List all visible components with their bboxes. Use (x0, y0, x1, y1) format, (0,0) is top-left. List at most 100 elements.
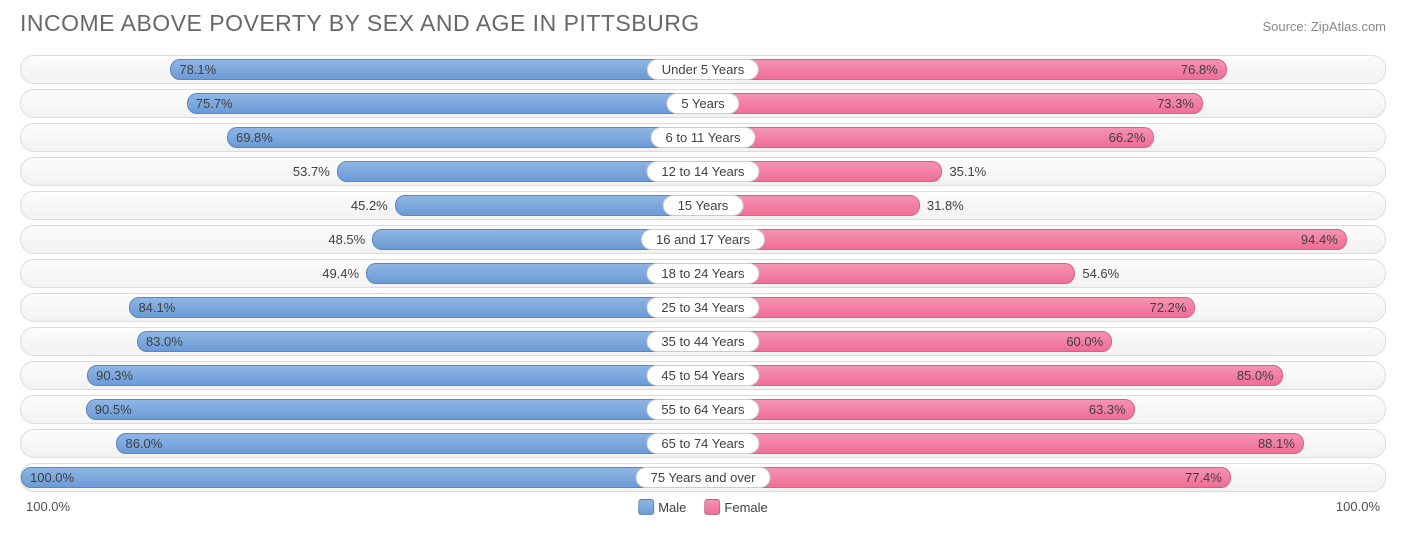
male-bar: 90.5% (86, 399, 703, 420)
male-half: 69.8% (21, 124, 703, 151)
male-half: 90.5% (21, 396, 703, 423)
category-label: 5 Years (666, 93, 739, 114)
female-value: 72.2% (1142, 300, 1195, 315)
female-value: 35.1% (941, 164, 994, 179)
male-value: 78.1% (171, 62, 224, 77)
female-value: 63.3% (1081, 402, 1134, 417)
male-half: 90.3% (21, 362, 703, 389)
male-half: 53.7% (21, 158, 703, 185)
female-bar: 76.8% (703, 59, 1227, 80)
female-bar: 88.1% (703, 433, 1304, 454)
female-half: 88.1% (703, 430, 1385, 457)
female-swatch-icon (704, 499, 720, 515)
female-value: 31.8% (919, 198, 972, 213)
female-half: 72.2% (703, 294, 1385, 321)
chart-source: Source: ZipAtlas.com (1262, 19, 1386, 34)
male-bar: 90.3% (87, 365, 703, 386)
male-half: 49.4% (21, 260, 703, 287)
female-value: 73.3% (1149, 96, 1202, 111)
male-half: 78.1% (21, 56, 703, 83)
female-value: 94.4% (1293, 232, 1346, 247)
chart-row: 86.0% 88.1% 65 to 74 Years (20, 429, 1386, 458)
chart-row: 78.1% 76.8% Under 5 Years (20, 55, 1386, 84)
male-value: 86.0% (117, 436, 170, 451)
chart-row: 83.0% 60.0%35 to 44 Years (20, 327, 1386, 356)
male-half: 84.1% (21, 294, 703, 321)
male-bar: 86.0% (116, 433, 703, 454)
female-value: 88.1% (1250, 436, 1303, 451)
male-value: 84.1% (130, 300, 183, 315)
legend-male-label: Male (658, 500, 686, 515)
category-label: 15 Years (663, 195, 744, 216)
female-half: 66.2% (703, 124, 1385, 151)
male-bar: 78.1% (170, 59, 703, 80)
chart-row: 90.5% 63.3% 55 to 64 Years (20, 395, 1386, 424)
female-half: 77.4% (703, 464, 1385, 491)
legend-female: Female (704, 499, 767, 515)
chart-row: 90.3% 85.0% 45 to 54 Years (20, 361, 1386, 390)
chart-row: 48.5% 94.4% 16 and 17 Years (20, 225, 1386, 254)
category-label: 55 to 64 Years (646, 399, 759, 420)
female-value: 66.2% (1101, 130, 1154, 145)
category-label: 6 to 11 Years (651, 127, 756, 148)
chart-row: 53.7%35.1%12 to 14 Years (20, 157, 1386, 186)
male-bar: 100.0% (21, 467, 703, 488)
chart-row: 75.7% 73.3% 5 Years (20, 89, 1386, 118)
chart-row: 45.2% 31.8% 15 Years (20, 191, 1386, 220)
male-bar: 75.7% (187, 93, 703, 114)
chart-row: 69.8% 66.2% 6 to 11 Years (20, 123, 1386, 152)
male-value: 90.3% (88, 368, 141, 383)
male-half: 83.0% (21, 328, 703, 355)
category-label: 18 to 24 Years (646, 263, 759, 284)
female-half: 73.3% (703, 90, 1385, 117)
category-label: Under 5 Years (647, 59, 759, 80)
female-half: 60.0% (703, 328, 1385, 355)
male-half: 100.0% (21, 464, 703, 491)
female-half: 35.1% (703, 158, 1385, 185)
category-label: 16 and 17 Years (641, 229, 765, 250)
female-value: 85.0% (1229, 368, 1282, 383)
female-value: 76.8% (1173, 62, 1226, 77)
category-label: 25 to 34 Years (646, 297, 759, 318)
category-label: 65 to 74 Years (646, 433, 759, 454)
female-half: 85.0% (703, 362, 1385, 389)
category-label: 45 to 54 Years (646, 365, 759, 386)
chart-row: 100.0%77.4%75 Years and over (20, 463, 1386, 492)
axis-left-label: 100.0% (26, 499, 70, 514)
male-bar: 84.1% (129, 297, 703, 318)
legend: Male Female (638, 499, 768, 515)
chart-title: INCOME ABOVE POVERTY BY SEX AND AGE IN P… (20, 10, 700, 37)
male-value: 49.4% (314, 266, 367, 281)
female-bar: 60.0% (703, 331, 1112, 352)
category-label: 35 to 44 Years (646, 331, 759, 352)
male-value: 53.7% (285, 164, 338, 179)
female-half: 76.8% (703, 56, 1385, 83)
diverging-bar-chart: 78.1% 76.8% Under 5 Years 75.7% 73.3% 5 Years… (20, 55, 1386, 492)
chart-row: 49.4% 54.6% 18 to 24 Years (20, 259, 1386, 288)
male-value: 45.2% (343, 198, 396, 213)
female-bar: 66.2% (703, 127, 1154, 148)
male-swatch-icon (638, 499, 654, 515)
category-label: 75 Years and over (636, 467, 771, 488)
female-bar: 63.3% (703, 399, 1135, 420)
female-half: 63.3% (703, 396, 1385, 423)
male-bar: 69.8% (227, 127, 703, 148)
chart-row: 84.1% 72.2% 25 to 34 Years (20, 293, 1386, 322)
male-value: 75.7% (188, 96, 241, 111)
female-value: 54.6% (1074, 266, 1127, 281)
legend-female-label: Female (724, 500, 767, 515)
female-bar: 72.2% (703, 297, 1195, 318)
male-half: 48.5% (21, 226, 703, 253)
axis-right-label: 100.0% (1336, 499, 1380, 514)
female-bar: 77.4% (703, 467, 1231, 488)
male-value: 48.5% (320, 232, 373, 247)
x-axis: 100.0% Male Female 100.0% (20, 497, 1386, 514)
female-half: 54.6% (703, 260, 1385, 287)
male-value: 83.0% (138, 334, 191, 349)
male-half: 45.2% (21, 192, 703, 219)
female-half: 31.8% (703, 192, 1385, 219)
male-half: 86.0% (21, 430, 703, 457)
male-value: 69.8% (228, 130, 281, 145)
legend-male: Male (638, 499, 686, 515)
male-bar: 45.2% (395, 195, 703, 216)
